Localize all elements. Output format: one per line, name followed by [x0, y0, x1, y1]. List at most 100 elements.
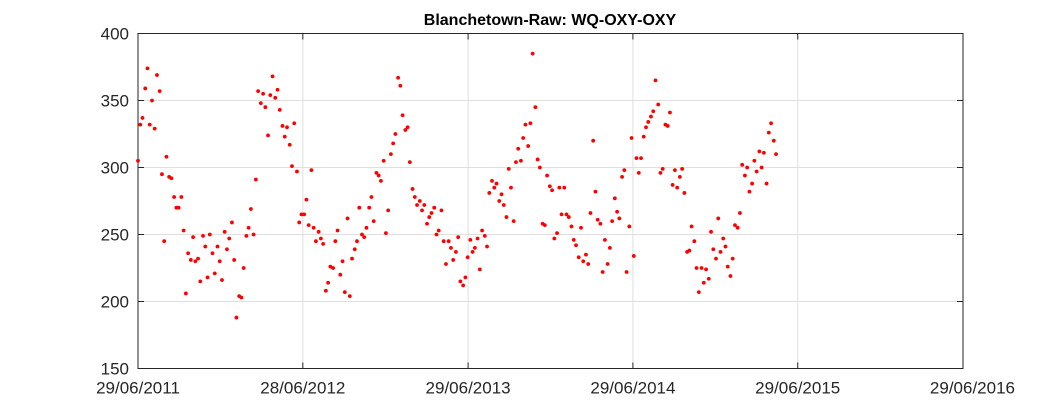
data-point — [225, 247, 229, 252]
data-point — [692, 239, 697, 244]
data-point — [658, 170, 663, 175]
data-point — [735, 225, 740, 230]
data-point — [444, 262, 448, 266]
data-point — [138, 122, 143, 127]
plot-area-frame — [137, 33, 964, 369]
data-point — [384, 231, 388, 236]
data-point — [605, 262, 610, 266]
data-point — [196, 256, 200, 261]
data-point — [391, 141, 396, 146]
data-point — [314, 239, 318, 244]
data-point — [258, 101, 263, 106]
data-point — [299, 212, 304, 217]
x-tick-label: 29/06/2011 — [96, 379, 180, 398]
data-point — [239, 295, 244, 300]
data-point — [593, 189, 598, 194]
data-point — [420, 208, 424, 213]
data-point — [730, 256, 735, 261]
data-point — [542, 223, 547, 228]
data-point — [316, 229, 321, 234]
data-point — [446, 239, 451, 244]
data-point — [728, 274, 733, 278]
data-point — [425, 221, 429, 226]
data-point — [523, 122, 528, 127]
data-point — [660, 166, 665, 171]
data-point — [706, 276, 711, 281]
data-point — [504, 215, 509, 219]
data-point — [263, 105, 268, 110]
data-point — [188, 258, 193, 262]
data-point — [576, 255, 581, 260]
data-point — [340, 259, 345, 264]
data-point — [217, 259, 222, 264]
data-point — [207, 232, 212, 237]
data-point — [738, 211, 742, 215]
data-point — [564, 212, 569, 217]
data-point — [232, 258, 237, 262]
data-point — [248, 207, 253, 211]
data-point — [311, 225, 316, 230]
data-point — [494, 181, 499, 186]
data-point — [270, 74, 275, 79]
data-point — [369, 195, 374, 199]
data-point — [714, 256, 718, 261]
data-point — [347, 294, 352, 299]
data-point — [432, 205, 437, 210]
data-point — [136, 158, 140, 163]
data-point — [656, 102, 661, 107]
data-point — [205, 275, 210, 280]
axis-ticks: 150 200 250 300 350 400 29/06/2011 28/06/2012 29… — [96, 25, 1015, 398]
data-point — [675, 185, 680, 190]
data-point — [297, 220, 302, 225]
data-point — [273, 95, 278, 100]
data-point — [634, 156, 639, 161]
data-point — [747, 189, 752, 194]
data-point — [342, 290, 347, 295]
data-point — [429, 211, 434, 215]
data-point — [140, 116, 145, 120]
data-point — [292, 121, 297, 126]
data-point — [701, 280, 706, 285]
data-point — [282, 134, 287, 139]
data-point — [275, 87, 280, 92]
data-point — [535, 157, 540, 162]
data-point — [150, 98, 154, 103]
data-point — [441, 239, 446, 244]
data-point — [456, 235, 461, 240]
data-point — [186, 251, 191, 256]
data-point — [487, 191, 492, 195]
data-point — [422, 203, 427, 207]
data-point — [750, 181, 755, 186]
data-point — [636, 170, 641, 175]
data-point — [584, 252, 588, 257]
data-point — [514, 160, 518, 165]
data-point — [555, 231, 559, 236]
data-point — [665, 124, 670, 128]
data-point — [646, 120, 651, 124]
data-point — [653, 78, 658, 83]
data-point — [620, 174, 624, 179]
data-point — [547, 184, 552, 189]
data-point — [388, 152, 393, 157]
data-point — [405, 125, 410, 130]
data-point — [367, 205, 372, 210]
data-point — [172, 195, 177, 199]
x-tick-label: 29/06/2016 — [930, 379, 1015, 398]
data-point — [268, 93, 273, 98]
data-point — [381, 158, 386, 163]
data-point — [323, 288, 328, 293]
y-tick-label: 300 — [101, 159, 129, 178]
data-point — [145, 66, 150, 71]
data-point — [766, 130, 771, 135]
data-point — [519, 158, 523, 163]
data-point — [499, 192, 504, 197]
data-point — [212, 271, 217, 276]
data-point — [651, 109, 656, 114]
data-point — [162, 239, 167, 244]
data-point — [302, 212, 307, 217]
data-point — [607, 246, 612, 250]
data-point — [193, 259, 198, 264]
data-point — [203, 244, 208, 249]
data-point — [711, 247, 716, 252]
data-point — [210, 251, 215, 256]
